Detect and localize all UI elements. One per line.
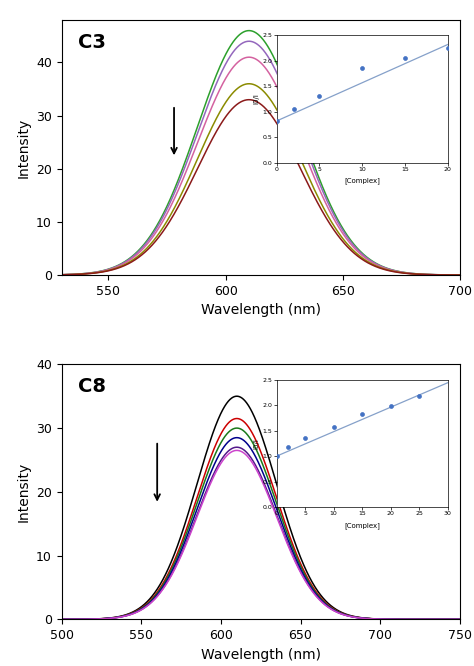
X-axis label: Wavelength (nm): Wavelength (nm) bbox=[201, 303, 321, 317]
X-axis label: Wavelength (nm): Wavelength (nm) bbox=[201, 647, 321, 661]
Y-axis label: Intensity: Intensity bbox=[17, 117, 30, 178]
Y-axis label: Intensity: Intensity bbox=[17, 462, 30, 522]
Text: C8: C8 bbox=[78, 377, 106, 396]
Text: C3: C3 bbox=[78, 33, 105, 52]
